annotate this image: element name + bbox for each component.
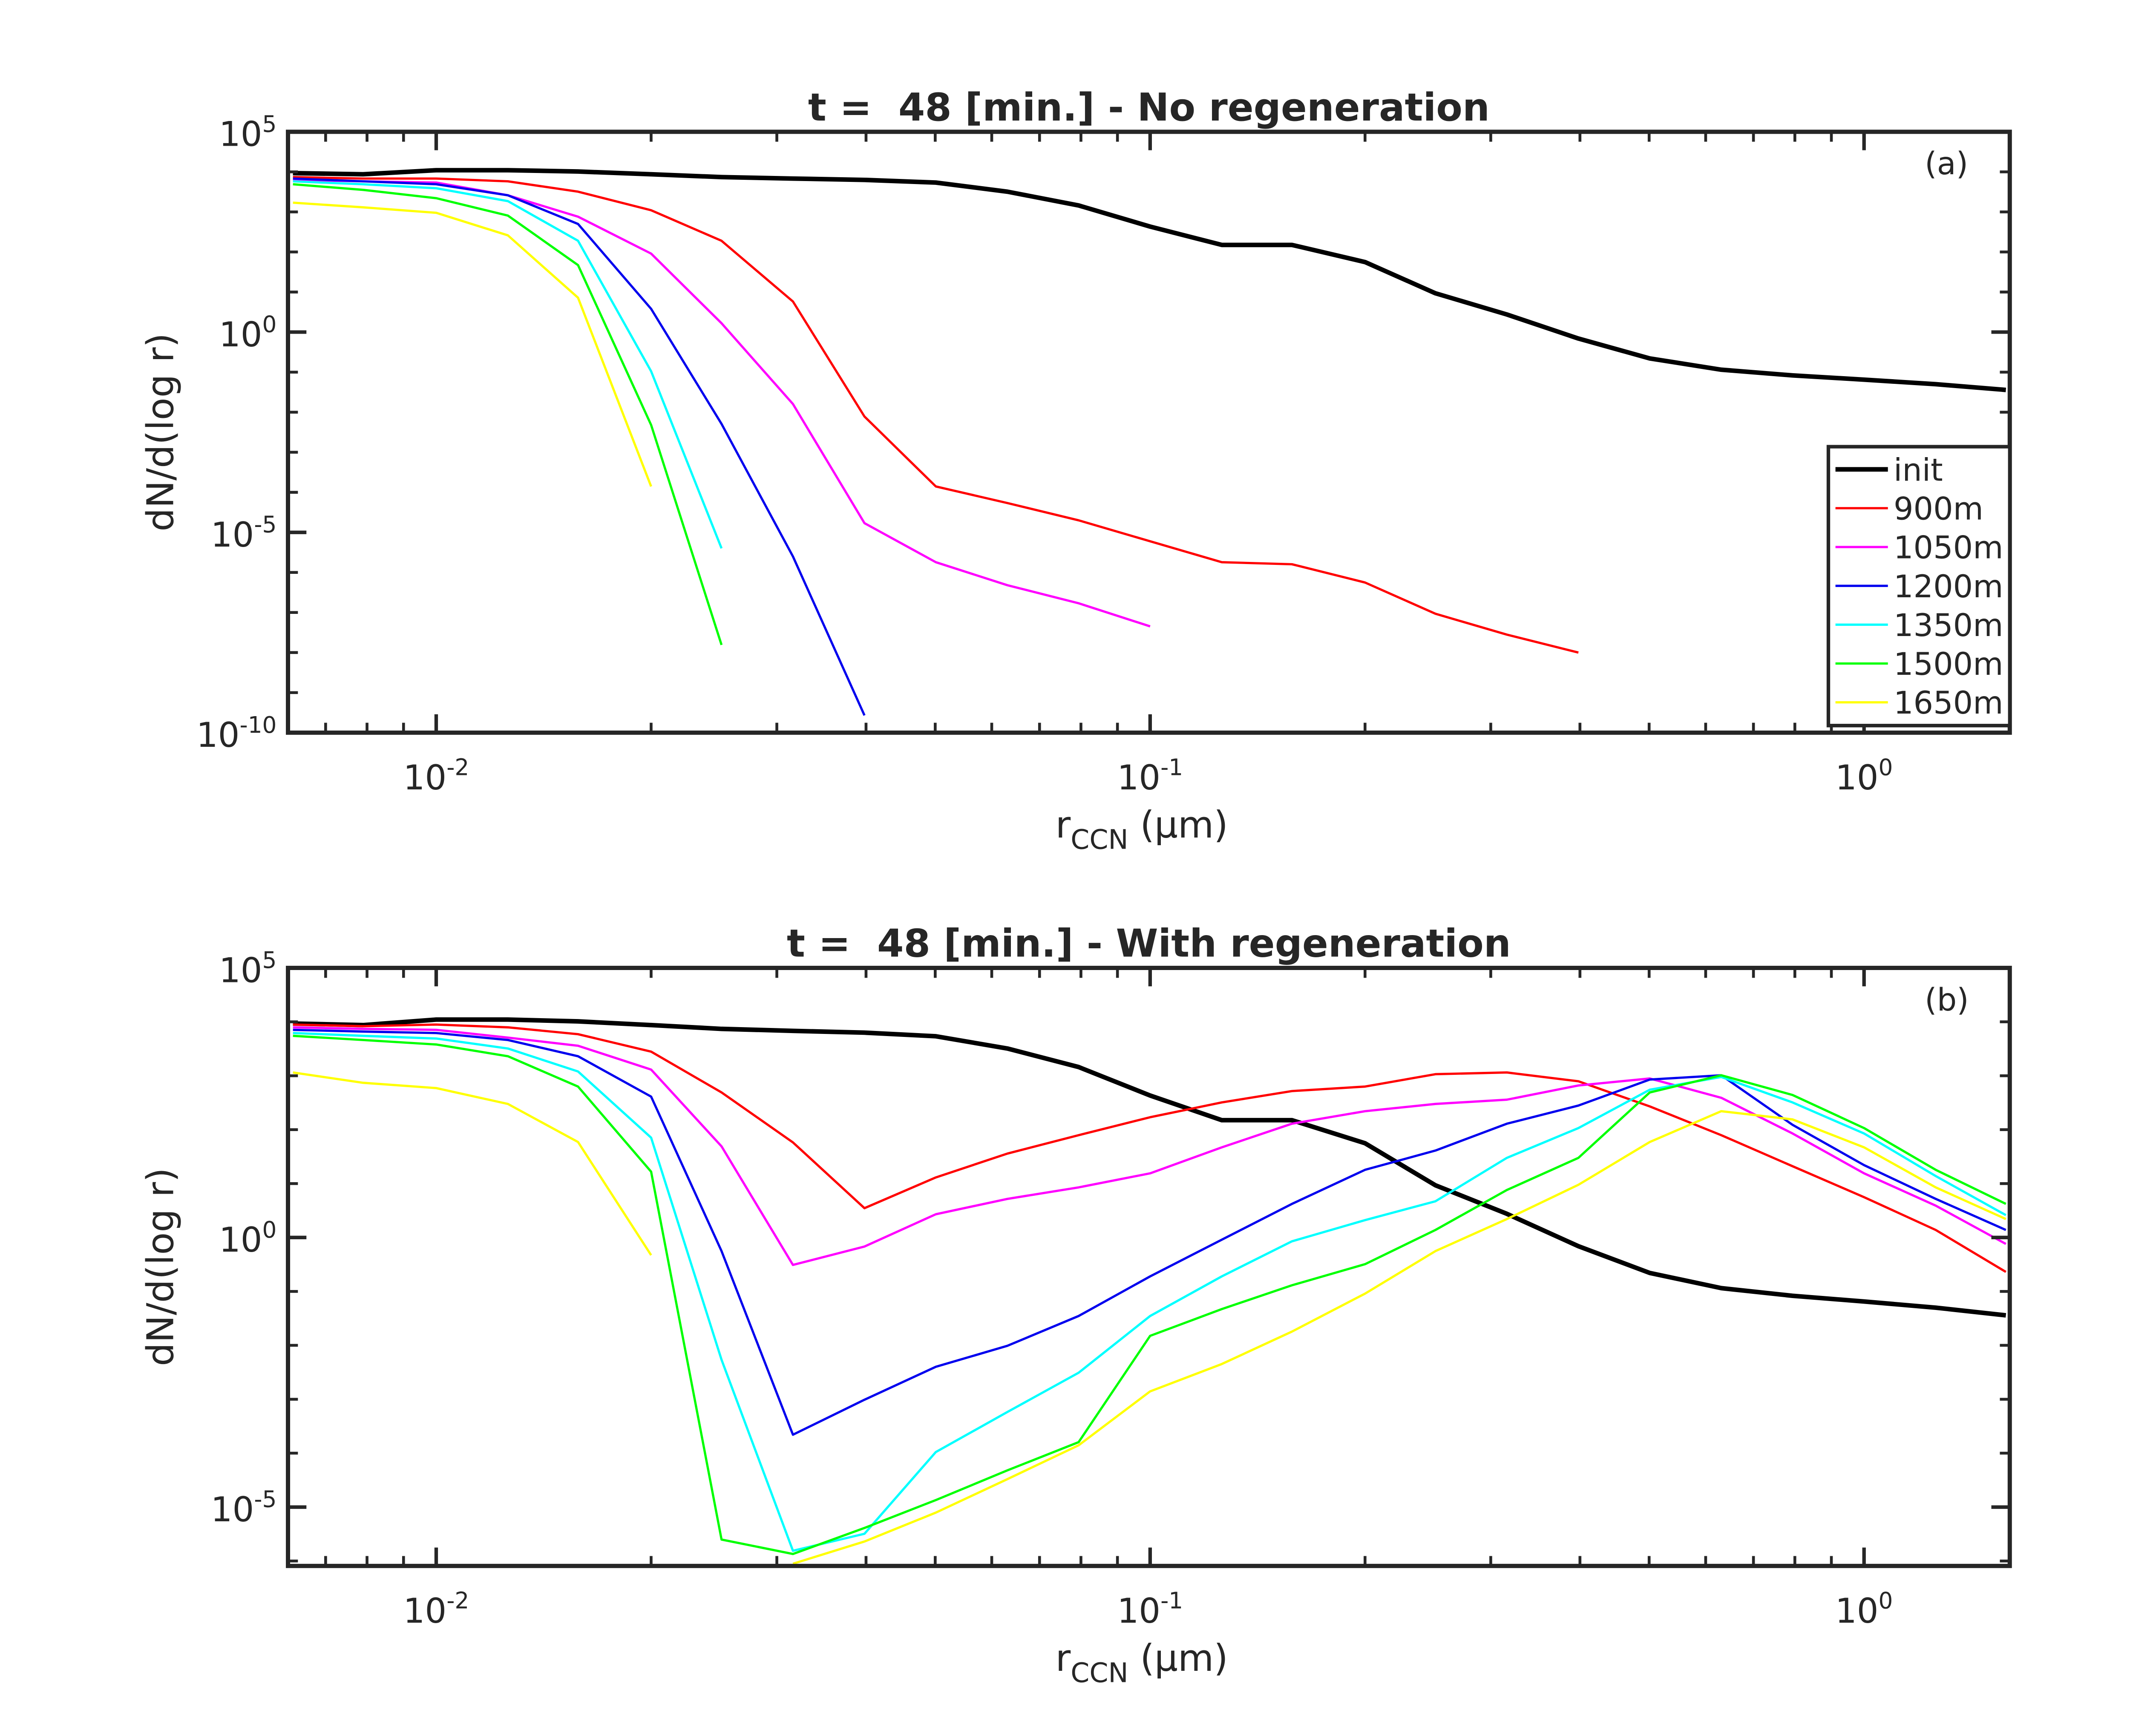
x-label-rest: (μm)	[1128, 1637, 1228, 1680]
x-label-main: r	[1056, 804, 1071, 846]
series-line	[293, 1071, 652, 1256]
legend-label: init	[1894, 452, 1943, 488]
series-line	[293, 1034, 2006, 1555]
x-tick-label: 10-1	[1117, 1588, 1183, 1631]
series-line	[293, 1017, 2006, 1318]
y-tick-label: 105	[219, 111, 276, 154]
x-axis-label: rCCN (μm)	[1056, 1637, 1228, 1689]
series-line	[293, 183, 723, 645]
y-axis-label: dN/d(log r)	[140, 333, 182, 532]
x-label-main: r	[1056, 1637, 1071, 1680]
y-tick-label: 100	[219, 311, 276, 354]
x-label-sub: CCN	[1071, 1657, 1128, 1689]
series-line	[293, 1026, 2006, 1266]
legend-label: 1200m	[1894, 569, 2003, 605]
series-line	[293, 178, 1151, 628]
axes-frame	[286, 966, 2012, 1568]
series-line	[293, 202, 652, 487]
series-line	[293, 176, 1579, 654]
x-tick-label: 10-1	[1117, 754, 1183, 797]
chart-title: t = 48 [min.] - No regeneration	[808, 86, 1490, 130]
series-line	[293, 1032, 2006, 1552]
y-tick-label: 10-5	[211, 1486, 277, 1529]
legend-label: 1650m	[1894, 685, 2003, 721]
y-tick-label: 10-10	[196, 712, 277, 755]
x-label-sub: CCN	[1071, 824, 1128, 855]
legend-label: 1500m	[1894, 646, 2003, 682]
plot-lines	[293, 1017, 2006, 1565]
plot-area	[288, 968, 2010, 1566]
axes-frame	[286, 130, 2012, 735]
x-label-rest: (μm)	[1128, 804, 1228, 846]
panel-label: (b)	[1925, 982, 1969, 1018]
x-tick-label: 100	[1835, 1588, 1893, 1631]
series-line	[293, 1023, 2006, 1273]
plot-area	[288, 132, 2010, 733]
y-axis-label: dN/d(log r)	[140, 1168, 182, 1366]
legend-label: 1050m	[1894, 530, 2003, 566]
axes: 10-2 10-1 100 10-5 100 105 t = 48 [min.] - Wit…	[140, 921, 2012, 1689]
y-tick-label: 100	[219, 1217, 276, 1260]
x-tick-label: 10-2	[403, 1588, 469, 1631]
chart-title: t = 48 [min.] - With regeneration	[787, 921, 1511, 966]
series-line	[293, 180, 723, 549]
series-line	[293, 177, 866, 716]
plot-lines	[293, 168, 2006, 716]
series-line	[792, 1110, 2006, 1565]
x-axis-label: rCCN (μm)	[1056, 804, 1228, 855]
x-tick-label: 10-2	[403, 754, 469, 797]
y-tick-label: 105	[219, 947, 276, 990]
series-line	[293, 168, 2006, 392]
y-tick-label: 10-5	[211, 512, 277, 555]
legend-label: 900m	[1894, 491, 1983, 527]
panel-label: (a)	[1925, 146, 1968, 182]
x-tick-label: 100	[1835, 754, 1893, 797]
legend-label: 1350m	[1894, 607, 2003, 644]
axes: 10-2 10-1 100 10-10 10-5 100 105 t = 48 [min.] …	[140, 86, 2012, 855]
